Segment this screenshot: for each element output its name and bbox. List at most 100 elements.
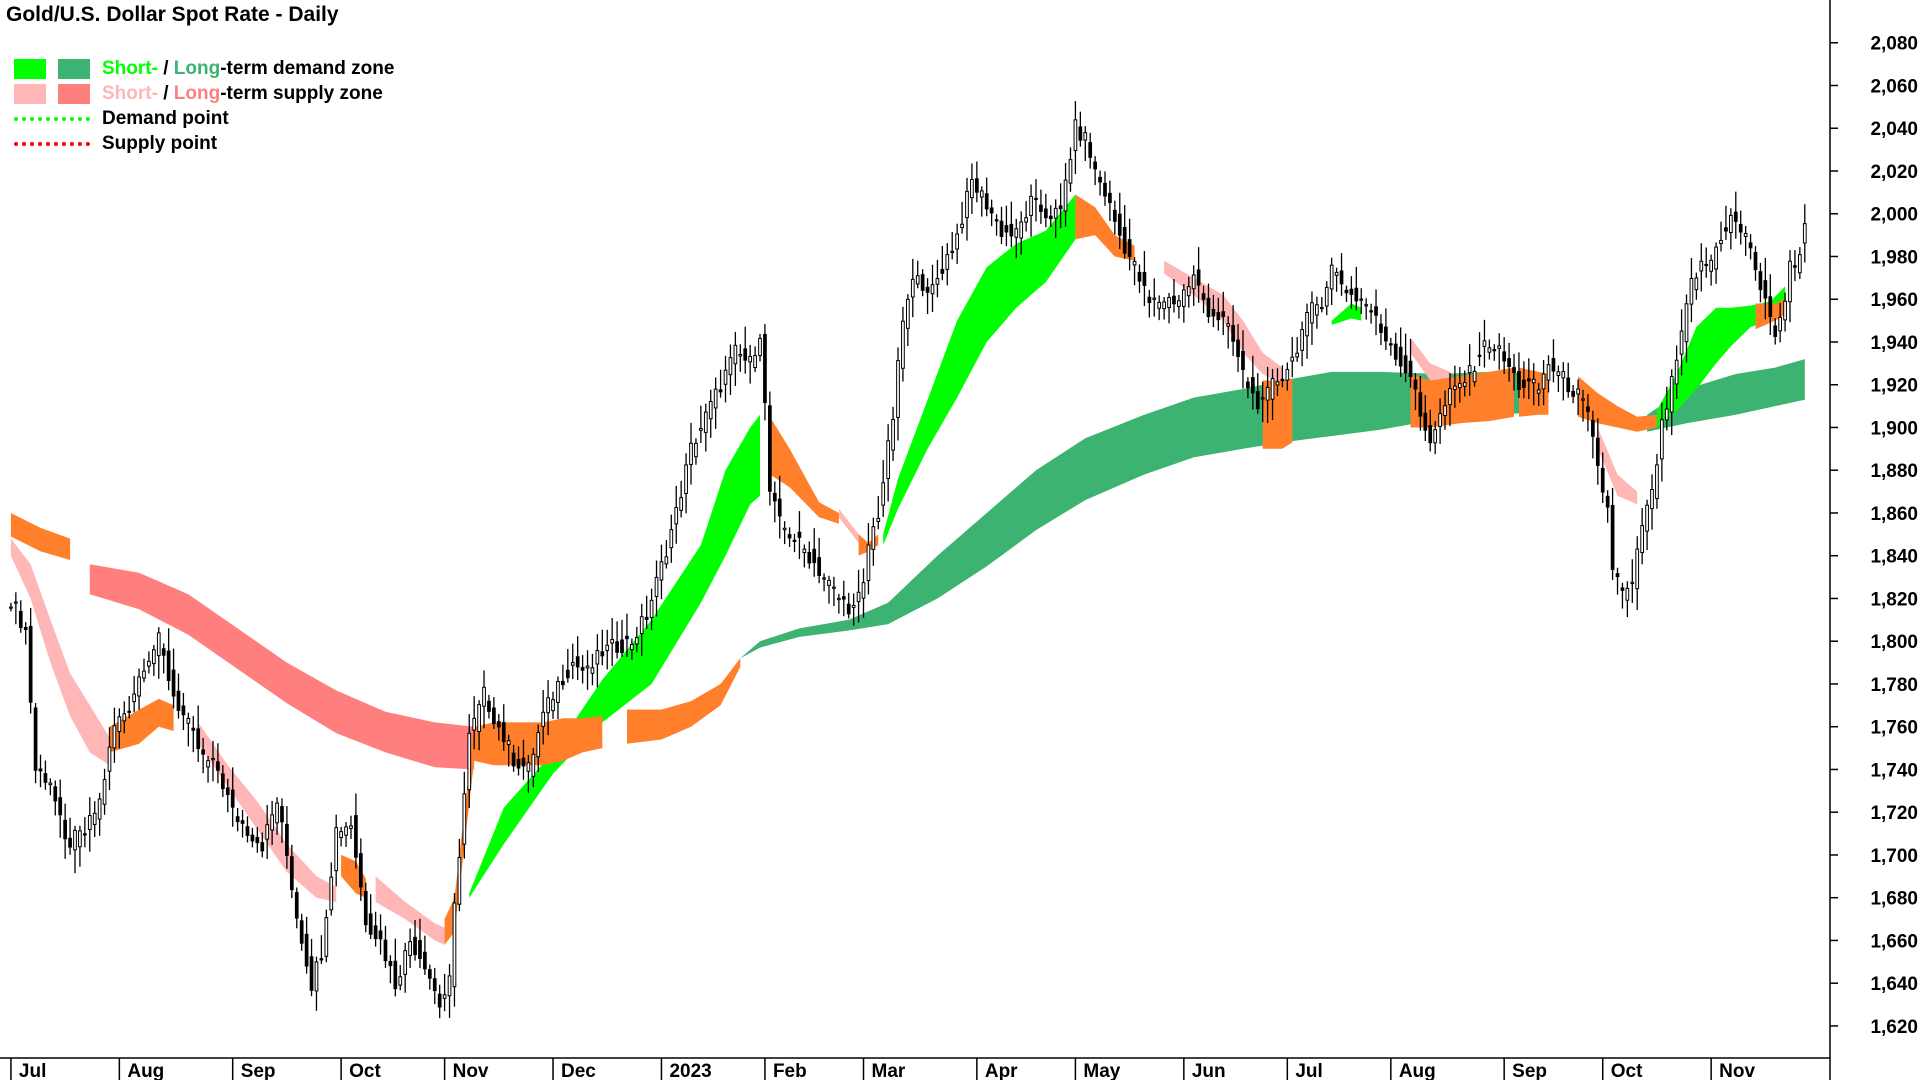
candle-body bbox=[1778, 316, 1782, 332]
candle bbox=[1132, 257, 1137, 286]
candle bbox=[595, 634, 600, 688]
candle-body bbox=[654, 576, 659, 597]
candle bbox=[906, 294, 910, 347]
candle-body bbox=[639, 616, 644, 635]
candle bbox=[664, 540, 669, 569]
candle bbox=[674, 485, 679, 544]
candle bbox=[1127, 218, 1132, 271]
candle bbox=[496, 714, 501, 741]
candle-body bbox=[1522, 379, 1526, 388]
candle bbox=[1280, 365, 1285, 388]
candle bbox=[1364, 298, 1369, 320]
candle bbox=[235, 807, 240, 832]
candle-body bbox=[260, 842, 265, 852]
candle-body bbox=[763, 333, 767, 404]
candle bbox=[1034, 179, 1038, 222]
candle-body bbox=[945, 254, 950, 270]
candle-body bbox=[102, 779, 107, 805]
candle-body bbox=[1305, 312, 1309, 337]
candle bbox=[1738, 210, 1743, 245]
candle bbox=[285, 806, 289, 869]
candle bbox=[1053, 199, 1058, 239]
candle bbox=[1768, 274, 1773, 336]
candle-body bbox=[1526, 378, 1531, 382]
candle bbox=[1733, 191, 1738, 239]
candle bbox=[733, 331, 738, 386]
candle bbox=[743, 326, 748, 374]
candle bbox=[728, 344, 733, 395]
candle-body bbox=[851, 604, 856, 608]
candle bbox=[1793, 250, 1797, 282]
candle bbox=[1142, 251, 1147, 307]
candle bbox=[501, 704, 506, 751]
candle bbox=[68, 817, 72, 855]
candle-body bbox=[1517, 371, 1521, 390]
candle bbox=[807, 541, 812, 569]
candle-body bbox=[743, 348, 748, 361]
candle-body bbox=[378, 930, 383, 940]
candle bbox=[1172, 278, 1176, 313]
candle bbox=[289, 844, 294, 899]
candle bbox=[1167, 292, 1171, 324]
candle-body bbox=[920, 274, 925, 291]
candle-body bbox=[1388, 343, 1393, 346]
candle-body bbox=[1502, 351, 1507, 362]
candle-body bbox=[1645, 504, 1649, 532]
y-tick-label: 1,880 bbox=[1870, 461, 1918, 482]
candle-body bbox=[541, 711, 546, 727]
candle-body bbox=[166, 650, 171, 681]
candle-body bbox=[1088, 142, 1093, 158]
candle-body bbox=[1512, 367, 1516, 374]
y-tick-label: 1,940 bbox=[1870, 333, 1918, 354]
candle bbox=[625, 613, 629, 658]
candle bbox=[1704, 247, 1709, 278]
candle bbox=[472, 696, 477, 750]
y-tick-label: 1,960 bbox=[1870, 290, 1918, 311]
candle bbox=[1029, 184, 1033, 237]
candle bbox=[166, 628, 171, 691]
candle bbox=[772, 481, 777, 523]
candle bbox=[1423, 395, 1428, 442]
y-tick-label: 1,680 bbox=[1870, 889, 1918, 910]
candle-body bbox=[9, 606, 13, 609]
candle-body bbox=[1704, 263, 1709, 267]
candle-body bbox=[565, 669, 570, 679]
candle-body bbox=[659, 561, 664, 581]
candle bbox=[565, 648, 570, 683]
candle-body bbox=[955, 233, 959, 250]
candle bbox=[1250, 355, 1255, 410]
candle-body bbox=[585, 665, 590, 669]
candle-body bbox=[1615, 573, 1620, 578]
candle-body bbox=[1753, 251, 1758, 271]
long-demand-swatch bbox=[58, 58, 90, 79]
candle bbox=[418, 918, 422, 969]
candle bbox=[1453, 365, 1457, 408]
short-demand-swatch bbox=[14, 58, 46, 79]
candle-body bbox=[1595, 437, 1600, 466]
candle bbox=[1497, 333, 1502, 370]
candle-body bbox=[930, 284, 935, 295]
candle-body bbox=[235, 816, 240, 823]
candle bbox=[699, 405, 703, 444]
candle bbox=[216, 743, 220, 784]
candle bbox=[1078, 111, 1083, 147]
candle bbox=[245, 816, 250, 843]
candle-body bbox=[437, 993, 442, 1008]
candle-body bbox=[1714, 246, 1718, 270]
candle-body bbox=[388, 960, 393, 967]
candle-body bbox=[792, 539, 797, 542]
candle-body bbox=[23, 626, 28, 631]
candle-body bbox=[1448, 388, 1452, 406]
candle-body bbox=[442, 994, 447, 999]
candle bbox=[1043, 193, 1048, 228]
candle-body bbox=[531, 753, 536, 777]
candle bbox=[452, 893, 457, 1007]
candle-body bbox=[1684, 303, 1689, 343]
candle bbox=[531, 748, 536, 788]
candle-body bbox=[1226, 323, 1231, 327]
candle bbox=[723, 355, 728, 403]
candle-body bbox=[240, 820, 245, 824]
candle-body bbox=[536, 732, 541, 758]
legend-demand-long: Long bbox=[173, 57, 221, 79]
candle-body bbox=[718, 389, 723, 393]
